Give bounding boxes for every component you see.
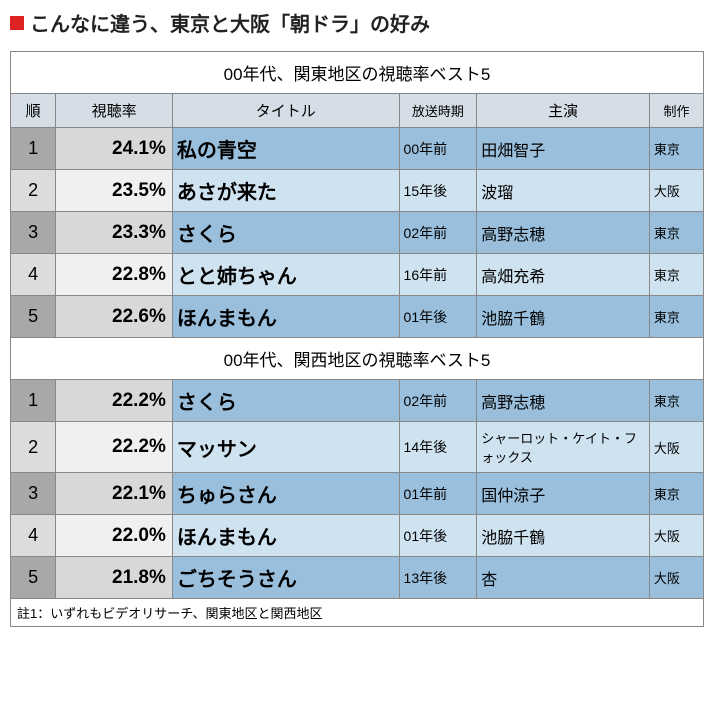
- cell-lead: 波瑠: [477, 170, 650, 212]
- cell-period: 02年前: [399, 380, 477, 422]
- cell-prod: 東京: [649, 380, 703, 422]
- cell-drama-title: ほんまもん: [172, 515, 399, 557]
- page-title-text: こんなに違う、東京と大阪「朝ドラ」の好み: [30, 8, 430, 37]
- cell-rating: 24.1%: [56, 128, 173, 170]
- table-row: 422.0%ほんまもん01年後池脇千鶴大阪: [11, 515, 704, 557]
- cell-period: 02年前: [399, 212, 477, 254]
- cell-rank: 3: [11, 212, 56, 254]
- column-header-prod: 制作: [649, 94, 703, 128]
- cell-rating: 21.8%: [56, 557, 173, 599]
- cell-prod: 大阪: [649, 557, 703, 599]
- cell-lead: 国仲涼子: [477, 473, 650, 515]
- cell-prod: 東京: [649, 296, 703, 338]
- ranking-table: 00年代、関東地区の視聴率ベスト5順視聴率タイトル放送時期主演制作124.1%私…: [10, 51, 704, 599]
- table-row: 322.1%ちゅらさん01年前国仲涼子東京: [11, 473, 704, 515]
- column-header-rating: 視聴率: [56, 94, 173, 128]
- cell-rating: 22.6%: [56, 296, 173, 338]
- cell-lead: シャーロット・ケイト・フォックス: [477, 422, 650, 473]
- cell-prod: 大阪: [649, 170, 703, 212]
- cell-rating: 22.2%: [56, 380, 173, 422]
- cell-period: 16年前: [399, 254, 477, 296]
- cell-period: 01年後: [399, 515, 477, 557]
- column-header-lead: 主演: [477, 94, 650, 128]
- table-row: 124.1%私の青空00年前田畑智子東京: [11, 128, 704, 170]
- cell-drama-title: マッサン: [172, 422, 399, 473]
- table-row: 222.2%マッサン14年後シャーロット・ケイト・フォックス大阪: [11, 422, 704, 473]
- cell-lead: 高野志穂: [477, 380, 650, 422]
- column-header-row: 順視聴率タイトル放送時期主演制作: [11, 94, 704, 128]
- cell-rank: 2: [11, 422, 56, 473]
- cell-rank: 2: [11, 170, 56, 212]
- cell-rank: 1: [11, 380, 56, 422]
- column-header-title: タイトル: [172, 94, 399, 128]
- table-row: 223.5%あさが来た15年後波瑠大阪: [11, 170, 704, 212]
- cell-prod: 東京: [649, 212, 703, 254]
- cell-lead: 杏: [477, 557, 650, 599]
- cell-lead: 高畑充希: [477, 254, 650, 296]
- cell-period: 13年後: [399, 557, 477, 599]
- cell-rank: 3: [11, 473, 56, 515]
- cell-prod: 東京: [649, 473, 703, 515]
- cell-drama-title: 私の青空: [172, 128, 399, 170]
- page-title: こんなに違う、東京と大阪「朝ドラ」の好み: [10, 8, 704, 37]
- cell-rating: 23.3%: [56, 212, 173, 254]
- cell-lead: 田畑智子: [477, 128, 650, 170]
- cell-lead: 高野志穂: [477, 212, 650, 254]
- cell-prod: 大阪: [649, 515, 703, 557]
- cell-period: 00年前: [399, 128, 477, 170]
- cell-prod: 大阪: [649, 422, 703, 473]
- cell-drama-title: あさが来た: [172, 170, 399, 212]
- cell-rating: 22.2%: [56, 422, 173, 473]
- cell-drama-title: ちゅらさん: [172, 473, 399, 515]
- table-row: 422.8%とと姉ちゃん16年前高畑充希東京: [11, 254, 704, 296]
- table-row: 521.8%ごちそうさん13年後杏大阪: [11, 557, 704, 599]
- section-heading-row: 00年代、関西地区の視聴率ベスト5: [11, 338, 704, 380]
- cell-period: 15年後: [399, 170, 477, 212]
- column-header-rank: 順: [11, 94, 56, 128]
- footnote: 註1：いずれもビデオリサーチ、関東地区と関西地区: [10, 599, 704, 627]
- title-marker-icon: [10, 16, 24, 30]
- cell-rank: 1: [11, 128, 56, 170]
- cell-drama-title: さくら: [172, 380, 399, 422]
- section-heading-row: 00年代、関東地区の視聴率ベスト5: [11, 52, 704, 94]
- column-header-period: 放送時期: [399, 94, 477, 128]
- cell-rank: 4: [11, 515, 56, 557]
- table-row: 323.3%さくら02年前高野志穂東京: [11, 212, 704, 254]
- cell-prod: 東京: [649, 254, 703, 296]
- cell-drama-title: さくら: [172, 212, 399, 254]
- cell-rating: 22.1%: [56, 473, 173, 515]
- cell-period: 14年後: [399, 422, 477, 473]
- cell-drama-title: ほんまもん: [172, 296, 399, 338]
- section-heading: 00年代、関東地区の視聴率ベスト5: [11, 52, 704, 94]
- table-row: 522.6%ほんまもん01年後池脇千鶴東京: [11, 296, 704, 338]
- section-heading: 00年代、関西地区の視聴率ベスト5: [11, 338, 704, 380]
- cell-rating: 22.0%: [56, 515, 173, 557]
- cell-period: 01年前: [399, 473, 477, 515]
- cell-rank: 4: [11, 254, 56, 296]
- cell-rank: 5: [11, 296, 56, 338]
- cell-lead: 池脇千鶴: [477, 296, 650, 338]
- cell-rating: 22.8%: [56, 254, 173, 296]
- table-row: 122.2%さくら02年前高野志穂東京: [11, 380, 704, 422]
- cell-prod: 東京: [649, 128, 703, 170]
- cell-period: 01年後: [399, 296, 477, 338]
- cell-rank: 5: [11, 557, 56, 599]
- cell-rating: 23.5%: [56, 170, 173, 212]
- cell-drama-title: ごちそうさん: [172, 557, 399, 599]
- cell-drama-title: とと姉ちゃん: [172, 254, 399, 296]
- cell-lead: 池脇千鶴: [477, 515, 650, 557]
